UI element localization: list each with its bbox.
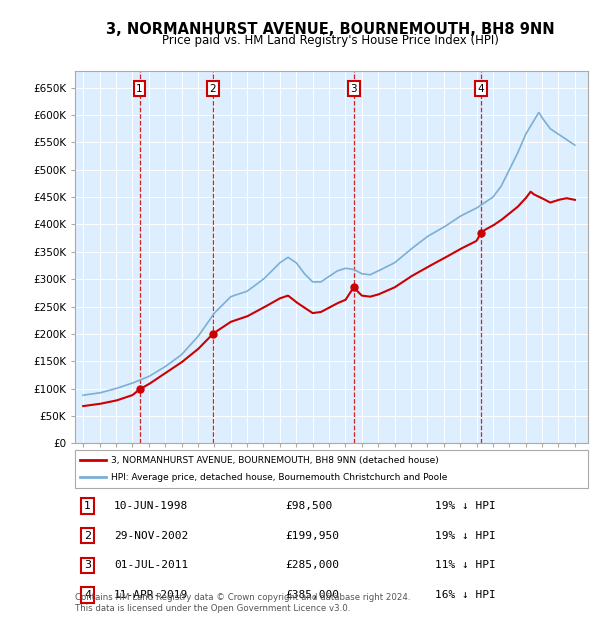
Text: 01-JUL-2011: 01-JUL-2011: [114, 560, 188, 570]
Text: 3: 3: [84, 560, 91, 570]
Text: 2: 2: [209, 84, 216, 94]
Text: 19% ↓ HPI: 19% ↓ HPI: [435, 501, 496, 511]
Text: 4: 4: [478, 84, 484, 94]
Text: Price paid vs. HM Land Registry's House Price Index (HPI): Price paid vs. HM Land Registry's House …: [161, 34, 499, 47]
Text: 19% ↓ HPI: 19% ↓ HPI: [435, 531, 496, 541]
Text: 1: 1: [136, 84, 143, 94]
Text: 29-NOV-2002: 29-NOV-2002: [114, 531, 188, 541]
Text: 2: 2: [84, 531, 91, 541]
Text: £199,950: £199,950: [285, 531, 339, 541]
Text: 3, NORMANHURST AVENUE, BOURNEMOUTH, BH8 9NN (detached house): 3, NORMANHURST AVENUE, BOURNEMOUTH, BH8 …: [111, 456, 439, 465]
Text: 10-JUN-1998: 10-JUN-1998: [114, 501, 188, 511]
Text: 3, NORMANHURST AVENUE, BOURNEMOUTH, BH8 9NN: 3, NORMANHURST AVENUE, BOURNEMOUTH, BH8 …: [106, 22, 554, 37]
Text: 16% ↓ HPI: 16% ↓ HPI: [435, 590, 496, 600]
Text: Contains HM Land Registry data © Crown copyright and database right 2024.
This d: Contains HM Land Registry data © Crown c…: [75, 593, 410, 613]
Text: 4: 4: [84, 590, 91, 600]
Text: £98,500: £98,500: [285, 501, 332, 511]
Text: 11% ↓ HPI: 11% ↓ HPI: [435, 560, 496, 570]
Text: £385,000: £385,000: [285, 590, 339, 600]
Text: HPI: Average price, detached house, Bournemouth Christchurch and Poole: HPI: Average price, detached house, Bour…: [111, 472, 447, 482]
Text: 1: 1: [84, 501, 91, 511]
FancyBboxPatch shape: [75, 450, 588, 488]
Text: £285,000: £285,000: [285, 560, 339, 570]
Text: 11-APR-2019: 11-APR-2019: [114, 590, 188, 600]
Text: 3: 3: [350, 84, 357, 94]
